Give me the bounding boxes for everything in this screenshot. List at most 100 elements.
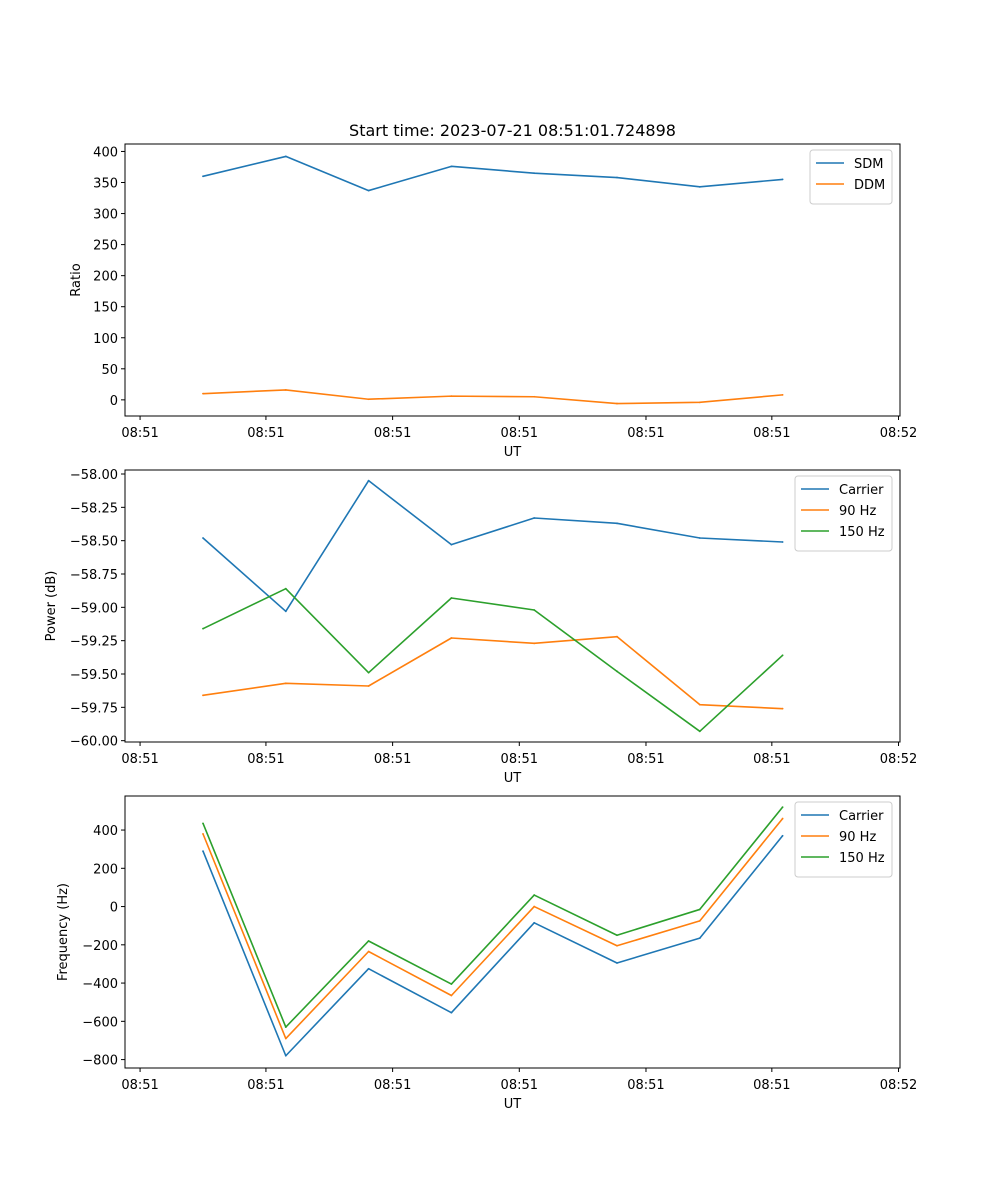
y-tick-label: 200: [93, 862, 118, 877]
data-point: [284, 1026, 287, 1028]
axes-frame: [124, 795, 901, 1069]
y-tick-label: −59.25: [70, 635, 118, 650]
x-tick-label: 08:51: [121, 1078, 158, 1093]
y-tick-label: −800: [82, 1054, 118, 1069]
data-point: [202, 392, 204, 395]
series-carrier: [202, 479, 784, 613]
data-point: [284, 1037, 287, 1040]
x-tick-label: 08:51: [627, 752, 664, 767]
x-tick-label: 08:51: [374, 1078, 411, 1093]
subplot-3: 08:51 08:51 08:51 08:51 08:51 08:51 08:52 −800 −…: [56, 795, 917, 1112]
data-point: [698, 185, 701, 188]
data-point: [533, 395, 536, 398]
data-point: [284, 1054, 287, 1057]
data-point: [450, 543, 453, 546]
legend-label: 150 Hz: [839, 851, 885, 866]
data-point: [781, 654, 784, 657]
x-tick-label: 08:51: [374, 426, 411, 441]
data-point: [284, 389, 287, 391]
chart-title: Start time: 2023-07-21 08:51:01.724898: [349, 121, 676, 140]
x-tick-label: 08:51: [753, 426, 790, 441]
y-tick-label: 400: [93, 145, 118, 160]
series-line: [202, 389, 783, 405]
data-point: [450, 395, 453, 398]
legend-box: [794, 475, 893, 552]
data-point: [781, 834, 784, 837]
legend-box: [794, 801, 893, 878]
x-tick-label: 08:52: [880, 1078, 917, 1093]
y-tick-label: −58.75: [70, 568, 118, 583]
data-point: [698, 920, 701, 922]
data-point: [202, 537, 204, 539]
series-90-hz: [202, 635, 784, 710]
data-point: [367, 479, 370, 482]
data-point: [367, 967, 370, 970]
data-point: [533, 642, 536, 645]
y-tick-label: 150: [93, 301, 118, 316]
legend-label: 90 Hz: [839, 504, 876, 519]
y-tick-label: 0: [110, 394, 118, 409]
series-carrier: [202, 834, 784, 1057]
data-point: [616, 522, 618, 525]
subplot-1: Start time: 2023-07-21 08:51:01.724898 08…: [69, 121, 917, 460]
data-point: [616, 934, 618, 937]
y-axis-label: Power (dB): [44, 571, 59, 642]
series-ddm: [202, 389, 784, 405]
x-axis-label: UT: [504, 445, 522, 460]
data-point: [202, 850, 204, 852]
y-tick-label: −58.25: [70, 501, 118, 516]
x-tick-label: 08:51: [247, 1078, 284, 1093]
data-point: [781, 707, 784, 710]
x-tick-label: 08:51: [501, 426, 538, 441]
x-tick-label: 08:52: [880, 752, 917, 767]
y-tick-label: 350: [93, 177, 118, 192]
axes-frame: [124, 143, 901, 417]
legend: Carrier 90 Hz 150 Hz: [794, 801, 893, 878]
x-tick-label: 08:51: [501, 752, 538, 767]
series-line: [202, 635, 783, 710]
y-tick-label: −200: [82, 939, 118, 954]
subplot-2: 08:51 08:51 08:51 08:51 08:51 08:51 08:52 −60.0…: [44, 468, 917, 786]
data-point: [698, 908, 701, 911]
data-point: [450, 597, 453, 599]
data-point: [698, 703, 701, 706]
legend: SDM DDM: [809, 149, 893, 205]
y-tick-label: 0: [110, 901, 118, 916]
x-axis-label: UT: [504, 771, 522, 786]
x-tick-label: 08:51: [753, 1078, 790, 1093]
x-tick-label: 08:51: [627, 426, 664, 441]
data-point: [698, 730, 701, 733]
y-tick-label: −60.00: [70, 735, 118, 750]
legend-label: 90 Hz: [839, 830, 876, 845]
data-point: [698, 401, 701, 404]
data-point: [698, 537, 701, 539]
series-line: [202, 806, 784, 1028]
data-point: [284, 155, 287, 158]
data-point: [202, 832, 204, 835]
y-tick-label: −59.75: [70, 701, 118, 716]
legend-label: DDM: [854, 178, 885, 193]
y-tick-label: 200: [93, 270, 118, 285]
y-tick-label: 400: [93, 824, 118, 839]
data-point: [367, 940, 370, 942]
legend-label: SDM: [854, 157, 883, 172]
data-point: [202, 694, 204, 697]
data-point: [616, 962, 618, 964]
y-axis-label: Ratio: [69, 263, 84, 296]
series-line: [202, 818, 784, 1040]
data-point: [367, 950, 370, 953]
y-tick-label: 100: [93, 332, 118, 347]
y-tick-label: −400: [82, 977, 118, 992]
data-point: [284, 587, 287, 590]
data-point: [616, 944, 618, 947]
data-point: [781, 541, 784, 543]
data-point: [698, 937, 701, 940]
data-point: [284, 682, 287, 685]
series-sdm: [202, 155, 784, 192]
data-point: [450, 983, 453, 985]
y-tick-label: −59.50: [70, 668, 118, 683]
x-tick-label: 08:51: [374, 752, 411, 767]
legend-label: 150 Hz: [839, 525, 885, 540]
x-tick-label: 08:52: [880, 426, 917, 441]
